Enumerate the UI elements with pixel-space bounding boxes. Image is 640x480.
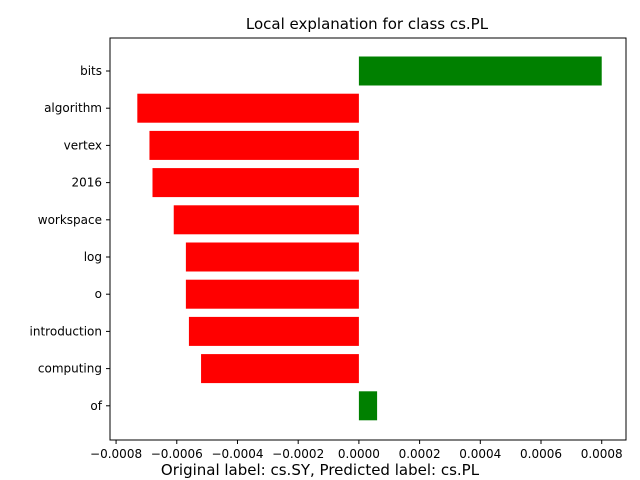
bars-group [137, 56, 602, 421]
y-tick-label: computing [38, 362, 102, 376]
x-tick-label: 0.0004 [459, 447, 501, 461]
x-tick-label: 0.0006 [520, 447, 562, 461]
x-tick-label: 0.0002 [399, 447, 441, 461]
bar-2016 [152, 168, 359, 198]
bar-workspace [173, 205, 359, 235]
bar-vertex [149, 130, 359, 160]
x-tick-label: −0.0002 [272, 447, 324, 461]
y-tick-label: algorithm [44, 101, 102, 115]
bar-algorithm [137, 93, 359, 123]
y-tick-label: of [90, 399, 102, 413]
x-tick-label: 0.0008 [581, 447, 623, 461]
y-tick-label: introduction [30, 324, 102, 338]
x-tick-label: 0.0000 [338, 447, 380, 461]
x-axis-ticks: −0.0008 −0.0006 −0.0004 −0.0002 0.0000 0.0002… [90, 440, 623, 461]
chart-title: Local explanation for class cs.PL [246, 15, 489, 33]
bar-introduction [188, 316, 359, 346]
y-tick-label: log [84, 250, 102, 264]
bar-o [185, 279, 359, 309]
y-tick-label: bits [80, 64, 102, 78]
x-tick-label: −0.0008 [90, 447, 142, 461]
plot-frame [109, 37, 627, 441]
bar-log [185, 242, 359, 272]
y-tick-label: vertex [64, 138, 102, 152]
y-tick-label: workspace [38, 213, 102, 227]
y-tick-label: o [95, 287, 102, 301]
bar-of [358, 391, 378, 421]
bar-bits [358, 56, 602, 86]
x-tick-label: −0.0006 [151, 447, 203, 461]
prediction-caption: Original label: cs.SY, Predicted label: … [161, 461, 480, 479]
bar-computing [201, 354, 359, 384]
x-tick-label: −0.0004 [211, 447, 263, 461]
y-tick-label: 2016 [71, 176, 102, 190]
y-axis-ticks: bits algorithm vertex 2016 workspace log o intr… [30, 64, 110, 413]
